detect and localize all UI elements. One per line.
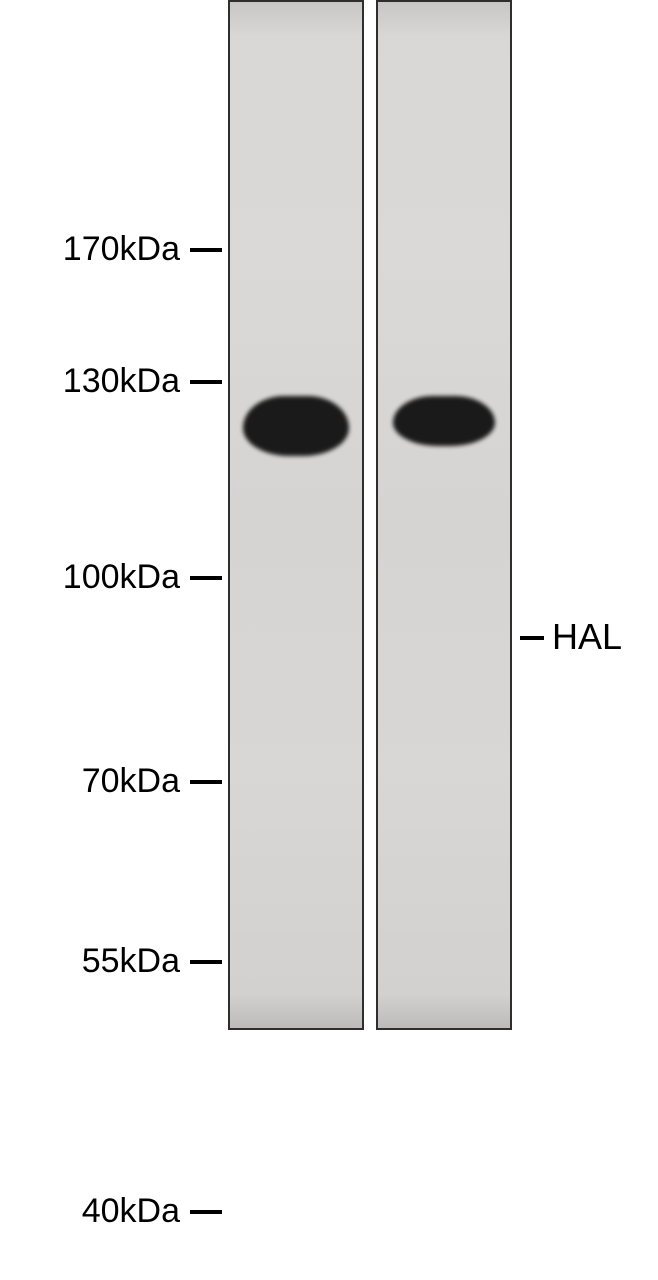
lane-edge-top xyxy=(230,2,362,36)
ladder-label-100: 100kDa xyxy=(20,558,180,597)
ladder-label-130: 130kDa xyxy=(20,362,180,401)
ladder-label-170: 170kDa xyxy=(20,230,180,269)
ladder-tick-55 xyxy=(190,960,222,964)
ladder-label-40: 40kDa xyxy=(20,1192,180,1231)
band-hal-mouse xyxy=(243,396,349,456)
blot-figure: Mouse liver Rat liver 170kDa 130kDa 100k… xyxy=(0,0,658,1280)
lane-edge-bottom xyxy=(378,994,510,1028)
ladder-tick-70 xyxy=(190,780,222,784)
lane-mouse-liver xyxy=(228,0,364,1030)
ladder-tick-40 xyxy=(190,1210,222,1214)
lane-edge-bottom xyxy=(230,994,362,1028)
ladder-tick-100 xyxy=(190,576,222,580)
lane-edge-top xyxy=(378,2,510,36)
lane-rat-liver xyxy=(376,0,512,1030)
target-tick xyxy=(520,636,544,640)
band-hal-rat xyxy=(393,396,496,446)
target-label: HAL xyxy=(552,616,622,658)
ladder-label-70: 70kDa xyxy=(20,762,180,801)
ladder-tick-170 xyxy=(190,248,222,252)
ladder-tick-130 xyxy=(190,380,222,384)
ladder-label-55: 55kDa xyxy=(20,942,180,981)
